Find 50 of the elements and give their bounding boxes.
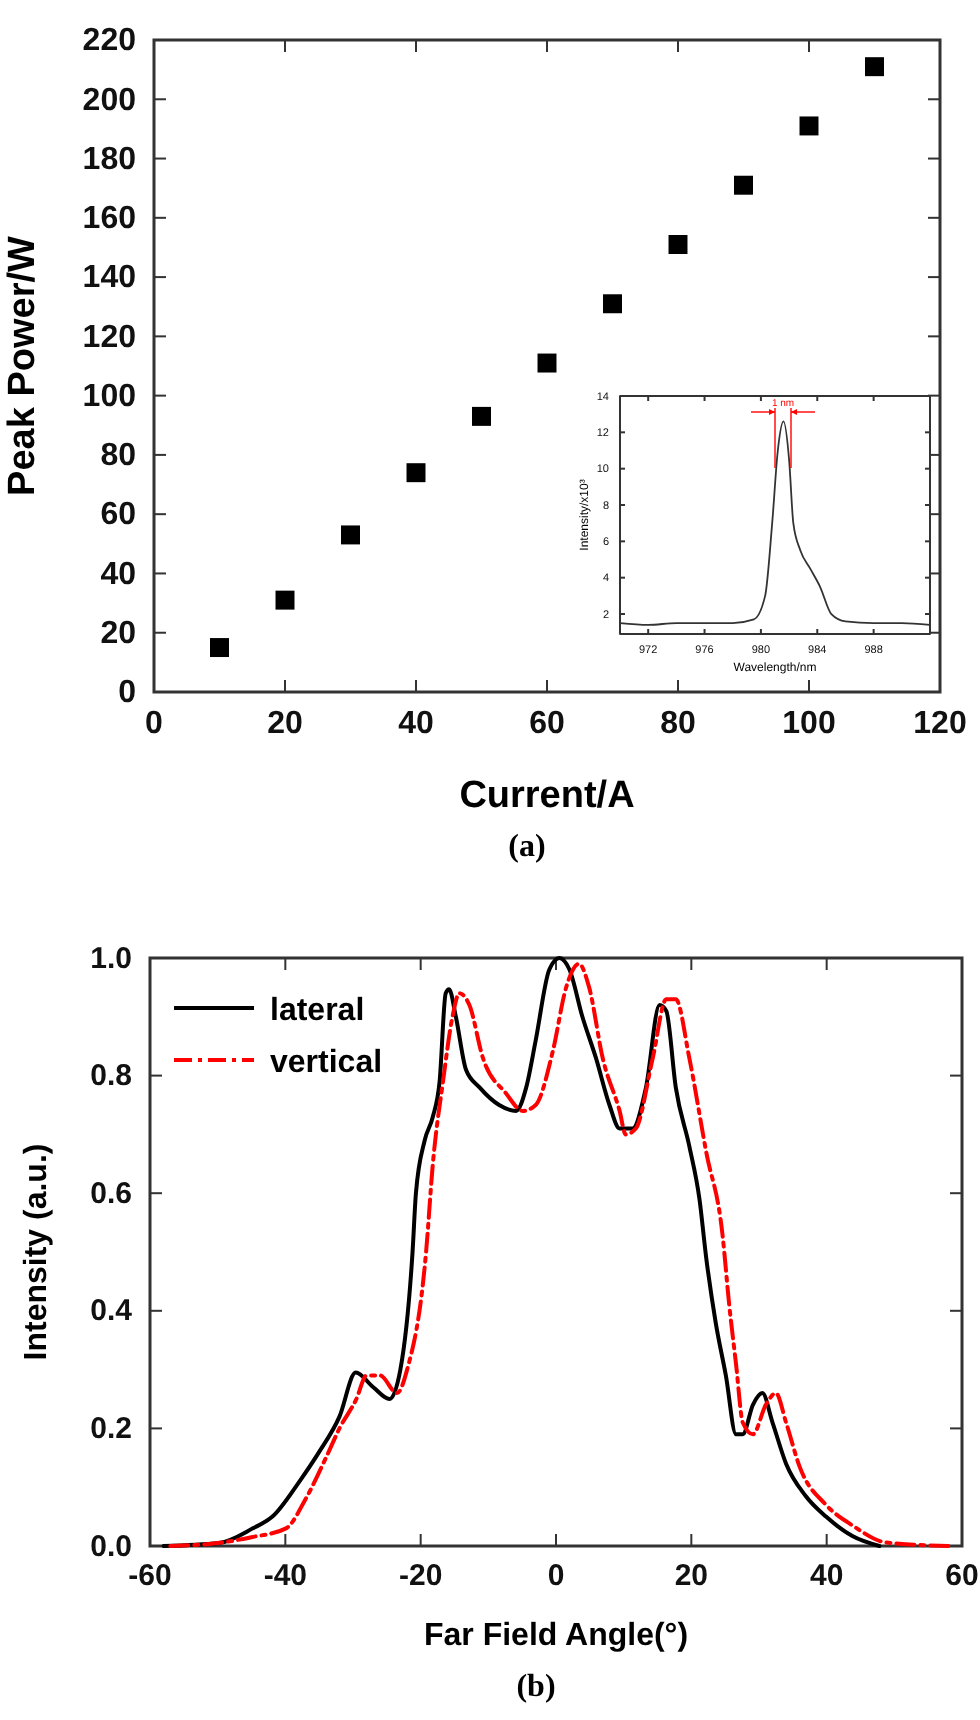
y-tick-label: 200 bbox=[82, 83, 137, 118]
text: (a) bbox=[508, 830, 546, 864]
x-tick-label: 40 bbox=[398, 706, 434, 741]
x-tick-label: -20 bbox=[398, 1559, 443, 1594]
point bbox=[537, 353, 557, 373]
y-tick-label: 0.2 bbox=[90, 1412, 132, 1446]
y-axis-title: Intensity (a.u.) bbox=[20, 1143, 54, 1361]
point bbox=[210, 638, 229, 658]
y-tick-label: 0.4 bbox=[90, 1294, 134, 1329]
point bbox=[275, 590, 295, 610]
x-axis-title: Current/A bbox=[459, 774, 636, 817]
y-tick-label: 80 bbox=[100, 439, 137, 474]
x-tick-label: 0 bbox=[547, 1559, 565, 1594]
point bbox=[472, 406, 491, 426]
point bbox=[799, 116, 819, 136]
legend-label: vertical bbox=[270, 1046, 383, 1080]
x-tick-label: -40 bbox=[263, 1559, 308, 1594]
y-tick-label: 220 bbox=[82, 24, 137, 59]
x-axis-title: Far Field Angle(°) bbox=[423, 1619, 689, 1654]
x-tick-label: 20 bbox=[674, 1559, 709, 1594]
y-tick-label: 0 bbox=[118, 676, 137, 711]
x-tick-label: 60 bbox=[945, 1559, 979, 1594]
y-tick-label: 100 bbox=[82, 379, 137, 414]
x-tick-label: 120 bbox=[913, 706, 967, 741]
point bbox=[734, 175, 753, 195]
y-tick-label: 60 bbox=[100, 498, 137, 533]
y-tick-label: 1.0 bbox=[90, 941, 132, 976]
x-tick-label: 0 bbox=[145, 706, 164, 741]
y-tick-label: 120 bbox=[82, 320, 137, 355]
point bbox=[603, 294, 622, 314]
y-tick-label: 160 bbox=[82, 202, 137, 237]
y-tick-label: 0.6 bbox=[90, 1176, 132, 1211]
y-tick-label: 0.8 bbox=[90, 1059, 132, 1094]
x-tick-label: 20 bbox=[267, 706, 303, 741]
x-tick-label: 80 bbox=[660, 706, 696, 741]
point bbox=[341, 525, 360, 545]
x-tick-label: 40 bbox=[809, 1559, 844, 1594]
point bbox=[668, 235, 688, 254]
x-tick-label: 100 bbox=[782, 706, 836, 741]
legend-label: lateral bbox=[270, 994, 365, 1028]
y-tick-label: 0.0 bbox=[90, 1529, 132, 1564]
text: (b) bbox=[516, 1670, 556, 1704]
y-tick-label: 140 bbox=[82, 261, 137, 296]
x-tick-label: 60 bbox=[529, 706, 565, 741]
point bbox=[865, 57, 884, 77]
y-axis-title: Peak Power/W bbox=[2, 235, 44, 496]
y-tick-label: 40 bbox=[100, 557, 137, 592]
point bbox=[406, 463, 426, 483]
x-tick-label: -60 bbox=[128, 1559, 172, 1594]
y-tick-label: 180 bbox=[82, 142, 137, 177]
